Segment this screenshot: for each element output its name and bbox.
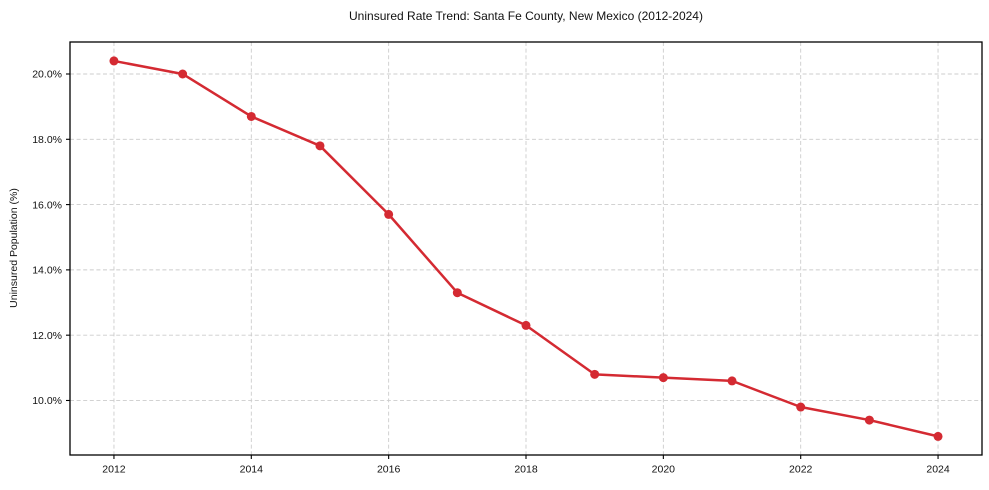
data-point [246,111,256,121]
data-point [864,415,874,425]
y-tick-label: 14.0% [32,265,62,277]
data-point [933,431,943,441]
data-point [590,369,600,379]
data-point [796,402,806,412]
data-point [109,56,119,66]
chart-title: Uninsured Rate Trend: Santa Fe County, N… [349,9,703,23]
y-tick-label: 18.0% [32,134,62,146]
x-tick-label: 2020 [652,464,676,476]
x-tick-label: 2022 [789,464,813,476]
data-point [521,320,531,330]
data-point [178,69,188,79]
y-tick-label: 10.0% [32,395,62,407]
x-tick-label: 2014 [240,464,264,476]
data-point [384,209,394,219]
y-tick-label: 16.0% [32,199,62,211]
data-point [658,373,668,383]
x-tick-label: 2024 [926,464,950,476]
x-tick-label: 2012 [102,464,126,476]
data-point [727,376,737,386]
data-point [315,141,325,151]
y-tick-label: 12.0% [32,330,62,342]
data-point [452,288,462,298]
x-tick-label: 2016 [377,464,401,476]
x-tick-label: 2018 [514,464,538,476]
y-tick-label: 20.0% [32,69,62,81]
